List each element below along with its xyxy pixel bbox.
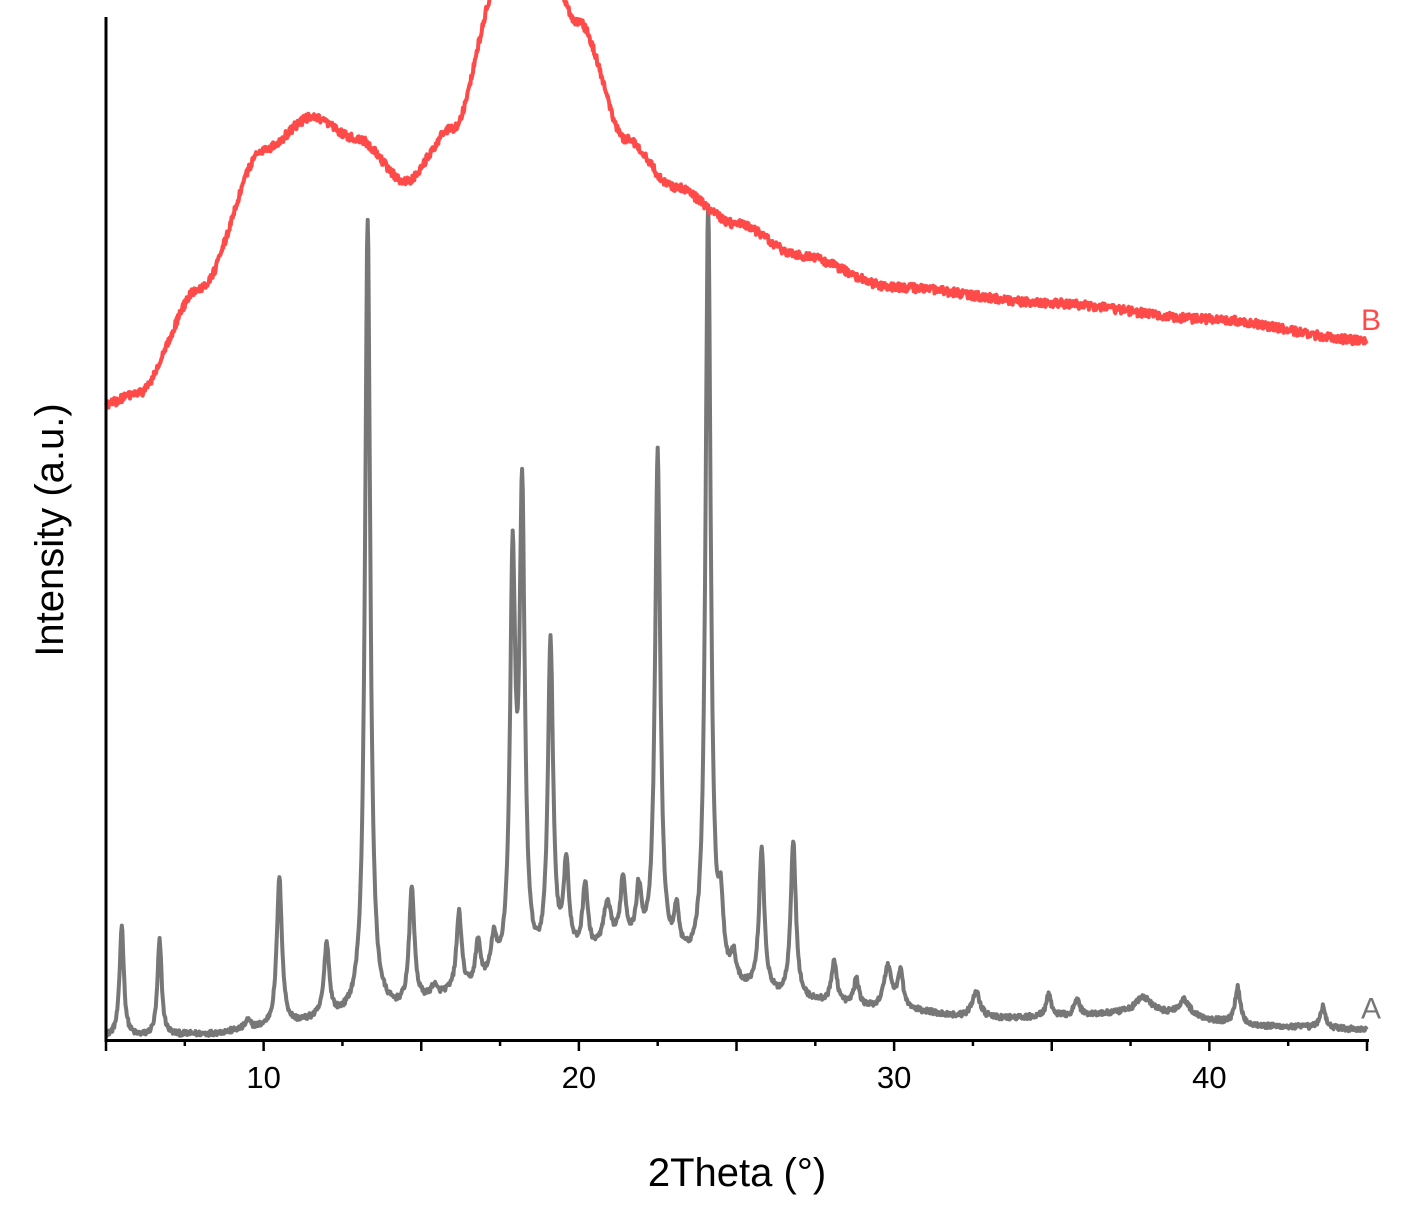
- x-tick-label: 30: [877, 1060, 911, 1095]
- x-tick-label: 40: [1192, 1060, 1226, 1095]
- series-line-A: [104, 203, 1369, 1039]
- x-tick-label: 10: [246, 1060, 280, 1095]
- x-ticks: 10 20 30 40: [104, 1040, 1369, 1095]
- axes: 10 20 30 40: [104, 17, 1369, 1095]
- series-labels: ABCD: [1361, 304, 1381, 1026]
- series-label-B: B: [1361, 304, 1381, 337]
- series-label-A: A: [1361, 993, 1381, 1026]
- y-axis-title: Intensity (a.u.): [28, 403, 72, 656]
- x-tick-label: 20: [562, 1060, 596, 1095]
- x-axis-title: 2Theta (°): [648, 1151, 826, 1195]
- plot-area: [104, 0, 1369, 1039]
- series-line-B: [104, 0, 1369, 410]
- series-layer: [104, 0, 1369, 1039]
